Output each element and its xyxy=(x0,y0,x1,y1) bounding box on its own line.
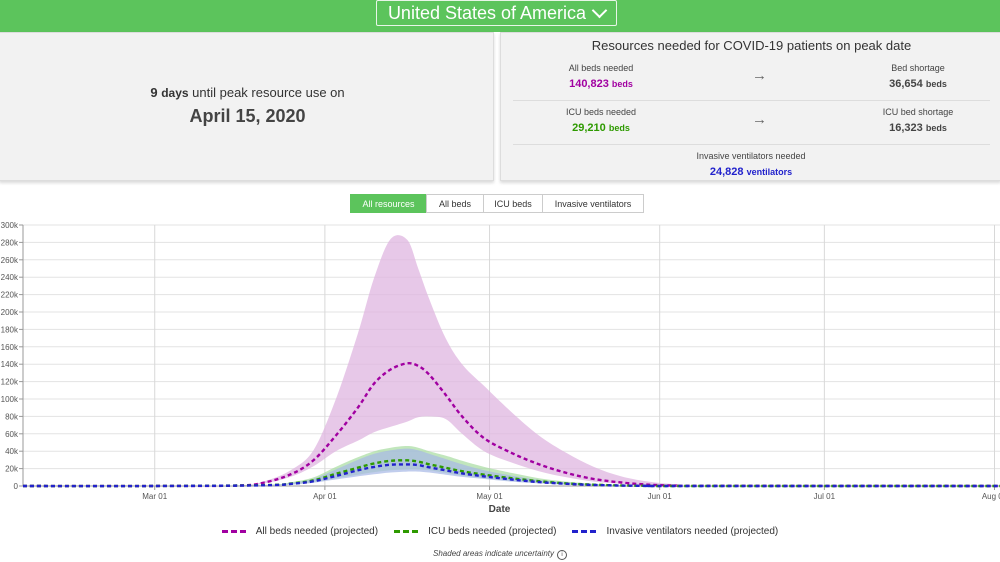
y-tick-label: 280k xyxy=(1,238,19,247)
footnote-text: Shaded areas indicate uncertainty xyxy=(433,549,554,558)
y-tick-label: 80k xyxy=(5,412,19,421)
ventilators-number: 24,828 xyxy=(709,166,744,178)
all-beds-unit: beds xyxy=(611,79,633,89)
tab-icu-beds[interactable]: ICU beds xyxy=(483,194,543,213)
legend-swatch xyxy=(221,530,246,533)
tab-all-resources[interactable]: All resources xyxy=(350,194,427,213)
tab-all-beds[interactable]: All beds xyxy=(426,194,484,213)
bed-shortage-number: 36,654 xyxy=(889,78,923,90)
icu-beds-number: 29,210 xyxy=(572,122,606,134)
arrow-right-icon: → xyxy=(752,111,767,128)
chevron-down-icon xyxy=(591,2,608,18)
bed-shortage-value: 36,654 beds xyxy=(858,78,978,90)
legend-label: Invasive ventilators needed (projected) xyxy=(606,526,779,537)
y-tick-label: 240k xyxy=(1,273,19,282)
y-tick-label: 180k xyxy=(1,325,19,334)
ventilators-label: Invasive ventilators needed xyxy=(696,151,806,161)
y-tick-label: 220k xyxy=(1,291,19,300)
x-tick-label: Mar 01 xyxy=(142,492,167,501)
info-icon[interactable]: i xyxy=(556,550,567,560)
y-tick-label: 300k xyxy=(1,221,19,230)
ventilators-value: 24,828 ventilators xyxy=(651,166,851,178)
bed-shortage-label: Bed shortage xyxy=(891,63,945,73)
resources-card: Resources needed for COVID-19 patients o… xyxy=(500,32,1000,181)
x-tick-label: Aug 01 xyxy=(982,492,1000,501)
x-tick-label: Jun 01 xyxy=(648,492,673,501)
legend-all-beds[interactable]: All beds needed (projected) xyxy=(221,526,379,537)
all-beds-value: 140,823 beds xyxy=(541,78,661,90)
icu-beds-unit: beds xyxy=(608,123,630,133)
resource-tabs: All resources All beds ICU beds Invasive… xyxy=(350,194,644,213)
peak-days-suffix: until peak resource use on xyxy=(188,85,345,100)
legend-ventilators[interactable]: Invasive ventilators needed (projected) xyxy=(572,526,778,537)
icu-beds-label: ICU beds needed xyxy=(565,107,637,117)
y-tick-label: 60k xyxy=(5,430,19,439)
legend-icu-beds[interactable]: ICU beds needed (projected) xyxy=(394,526,556,537)
legend-swatch xyxy=(394,530,419,533)
y-tick-label: 160k xyxy=(1,343,19,352)
icu-shortage-number: 16,323 xyxy=(889,122,923,134)
icu-shortage-label: ICU bed shortage xyxy=(882,107,954,117)
legend-label: ICU beds needed (projected) xyxy=(428,526,557,537)
country-select-label: United States of America xyxy=(387,2,587,23)
tab-invasive-ventilators[interactable]: Invasive ventilators xyxy=(542,194,644,213)
divider xyxy=(513,144,990,145)
y-tick-label: 40k xyxy=(5,447,19,456)
peak-days-text: 9 days until peak resource use on xyxy=(0,85,495,100)
resources-chart: 0 20k 40k 60k 80k 100k 120k 140k 160k 180k 200k 220… xyxy=(1,221,1000,515)
legend-label: All beds needed (projected) xyxy=(255,526,379,537)
resources-title: Resources needed for COVID-19 patients o… xyxy=(591,38,912,53)
x-tick-label: May 01 xyxy=(476,492,503,501)
y-tick-label: 0 xyxy=(14,482,19,491)
bed-shortage-unit: beds xyxy=(925,79,947,89)
chart-legend: All beds needed (projected) ICU beds nee… xyxy=(0,526,1000,537)
all-beds-label: All beds needed xyxy=(568,63,634,73)
divider xyxy=(513,100,990,101)
all-beds-number: 140,823 xyxy=(569,78,609,90)
uncertainty-band xyxy=(23,235,1000,487)
x-tick-label: Jul 01 xyxy=(814,492,836,501)
y-tick-label: 260k xyxy=(1,256,19,265)
peak-date-card: 9 days until peak resource use on April … xyxy=(0,32,494,181)
peak-days-unit: days xyxy=(161,86,189,100)
uncertainty-footnote: Shaded areas indicate uncertainty i xyxy=(0,549,1000,560)
x-tick-label: Apr 01 xyxy=(313,492,337,501)
legend-swatch xyxy=(572,530,597,533)
top-bar: United States of America xyxy=(0,0,1000,32)
peak-days-count: 9 xyxy=(150,85,158,100)
icu-shortage-value: 16,323 beds xyxy=(858,122,978,134)
y-tick-label: 200k xyxy=(1,308,19,317)
icu-shortage-unit: beds xyxy=(925,123,947,133)
icu-beds-value: 29,210 beds xyxy=(541,122,661,134)
y-tick-label: 20k xyxy=(5,465,19,474)
peak-date: April 15, 2020 xyxy=(189,106,306,126)
series-line xyxy=(22,463,1000,488)
y-tick-label: 100k xyxy=(1,395,19,404)
x-axis-label: Date xyxy=(489,504,511,515)
country-select[interactable]: United States of America xyxy=(376,0,617,26)
y-tick-label: 140k xyxy=(1,360,19,369)
ventilators-unit: ventilators xyxy=(746,167,793,177)
y-tick-label: 120k xyxy=(1,378,19,387)
arrow-right-icon: → xyxy=(752,67,767,84)
